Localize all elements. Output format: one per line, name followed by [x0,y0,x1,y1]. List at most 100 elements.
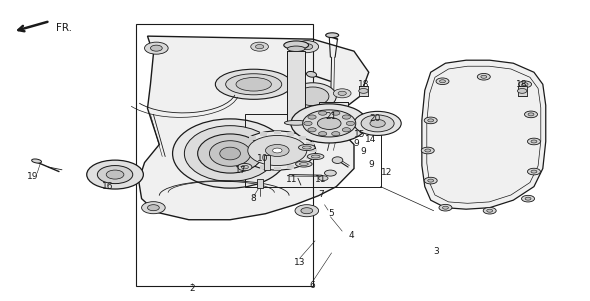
Bar [306,142,313,145]
Bar [299,161,306,165]
Circle shape [483,207,496,214]
Circle shape [332,132,340,136]
Bar [274,131,281,134]
Circle shape [346,121,355,126]
Circle shape [527,138,540,145]
Circle shape [442,206,448,209]
Circle shape [324,170,336,176]
Circle shape [487,209,493,212]
Circle shape [531,140,537,143]
Bar [257,179,263,188]
Bar [260,165,267,169]
Circle shape [150,45,162,51]
Text: 15: 15 [354,130,366,139]
Circle shape [142,202,165,214]
Circle shape [239,131,316,170]
Text: 19: 19 [27,172,38,181]
Circle shape [481,75,487,78]
Circle shape [317,117,341,129]
Circle shape [436,78,449,85]
Circle shape [440,80,445,83]
Circle shape [525,111,537,118]
Circle shape [359,88,368,93]
Bar [260,132,267,136]
Ellipse shape [326,33,339,38]
Circle shape [241,165,248,169]
Circle shape [531,170,537,173]
Circle shape [517,88,527,93]
Bar [136,24,313,286]
Circle shape [421,147,434,154]
Ellipse shape [299,144,315,150]
Bar [274,167,281,170]
Circle shape [333,89,351,98]
Ellipse shape [172,119,288,188]
Circle shape [303,110,356,137]
Circle shape [522,195,535,202]
Text: 14: 14 [365,135,376,144]
Text: 13: 13 [294,258,306,267]
Circle shape [304,121,312,126]
Text: FR.: FR. [56,23,72,33]
Circle shape [106,170,124,179]
Circle shape [273,148,282,153]
Circle shape [291,104,368,143]
Ellipse shape [301,129,314,134]
Ellipse shape [320,123,327,126]
Ellipse shape [296,161,312,167]
Bar [249,161,256,165]
Text: 3: 3 [434,247,440,256]
Text: 18: 18 [358,80,369,89]
Text: 8: 8 [251,194,257,203]
Bar [319,102,348,120]
Ellipse shape [284,41,309,49]
Bar [299,136,306,140]
Circle shape [255,45,264,49]
Circle shape [361,115,394,132]
Ellipse shape [316,122,331,127]
Circle shape [342,115,350,119]
Ellipse shape [302,146,312,149]
Circle shape [428,179,434,182]
Text: 21: 21 [325,112,337,121]
Bar [287,132,294,136]
Bar [287,51,305,123]
Ellipse shape [299,163,309,166]
Text: 5: 5 [329,209,335,218]
Ellipse shape [307,154,324,160]
Bar [245,114,381,187]
Circle shape [439,204,452,211]
Circle shape [301,208,313,214]
Bar [264,155,270,170]
Circle shape [477,73,490,80]
Text: 17: 17 [235,166,247,175]
Circle shape [424,177,437,184]
Circle shape [332,111,340,115]
Circle shape [308,115,316,119]
Circle shape [238,163,252,171]
Ellipse shape [284,120,308,125]
Bar [518,86,527,96]
Circle shape [528,113,534,116]
Circle shape [97,166,133,184]
Circle shape [295,41,319,53]
Bar [241,142,248,145]
Text: 9: 9 [360,147,366,156]
Circle shape [251,42,268,51]
Circle shape [342,128,350,132]
Circle shape [370,119,385,127]
Circle shape [519,81,532,88]
Bar [241,156,248,159]
Ellipse shape [219,147,241,160]
Text: 20: 20 [369,114,381,123]
Ellipse shape [209,141,251,166]
Circle shape [87,160,143,189]
Text: 10: 10 [257,154,268,163]
Bar [359,86,368,96]
Circle shape [308,128,316,132]
Circle shape [148,205,159,211]
Text: 7: 7 [319,190,324,199]
Text: 4: 4 [349,231,355,240]
Circle shape [424,117,437,124]
Ellipse shape [225,74,281,95]
